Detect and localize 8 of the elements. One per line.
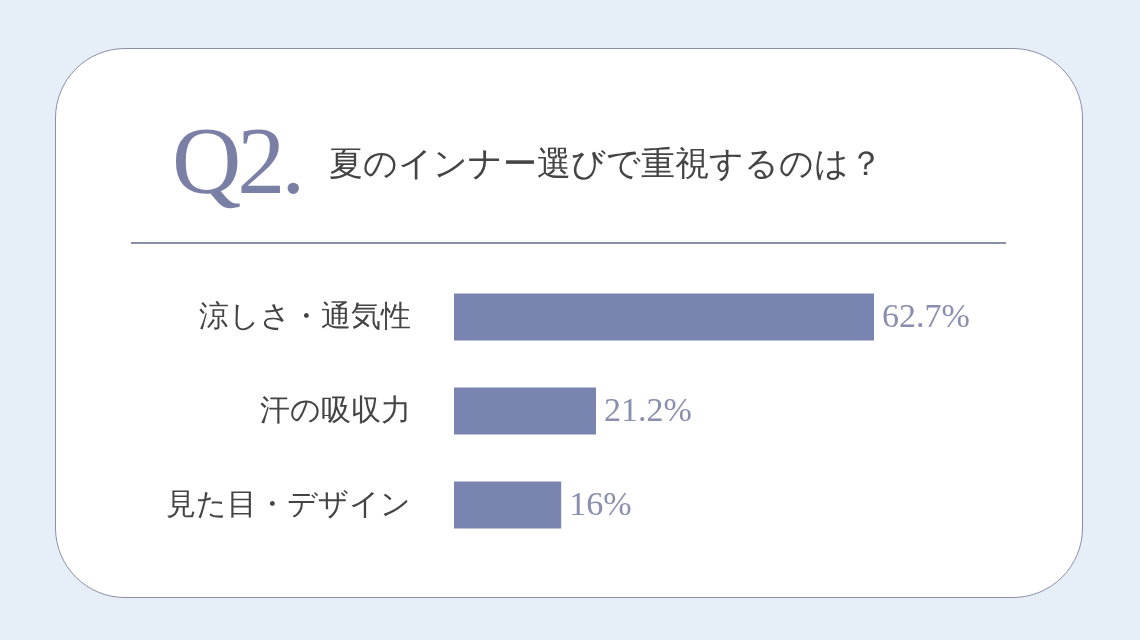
y-tick-label: 汗の吸収力 [259,392,411,427]
y-tick-label: 涼しさ・通気性 [198,298,411,333]
data-label: 21.2% [604,391,692,428]
data-label: 16% [569,485,632,522]
chart-subtitle: 夏のインナー選びで重視するのは？ [329,142,884,185]
y-tick-label: 見た目・デザイン [165,486,411,521]
chart-title: Q2. [172,105,302,216]
data-label: 62.7% [882,297,970,334]
